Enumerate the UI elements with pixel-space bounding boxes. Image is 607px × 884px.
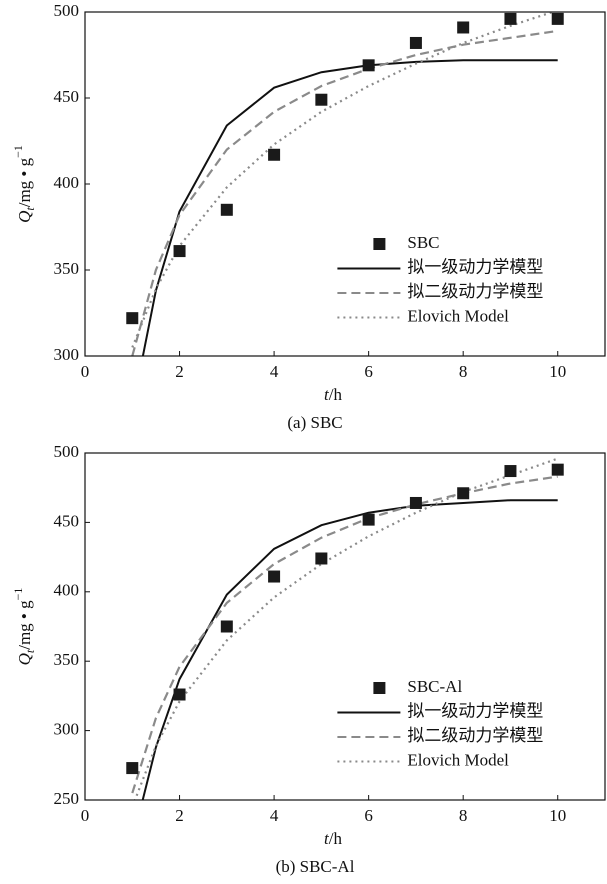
plot-area [131, 12, 558, 356]
data-point [315, 93, 328, 106]
data-point [457, 487, 470, 500]
x-tick-label: 8 [459, 362, 468, 381]
chart: 250 300 350 400 450 500 0 2 4 6 8 10 SBC-Al 拟一级动力学模型拟… [11, 442, 606, 876]
caption: (b) SBC-Al [276, 857, 355, 876]
fit-curve [131, 475, 558, 794]
y-tick-label: 400 [54, 581, 80, 600]
data-point [220, 203, 233, 216]
legend-label: SBC-Al [407, 677, 462, 696]
x-axis-label: t/h [324, 385, 342, 404]
fit-curve [141, 59, 558, 356]
legend-label: 拟一级动力学模型 [407, 701, 543, 720]
y-tick-label: 250 [54, 789, 80, 808]
x-tick-label: 4 [270, 362, 279, 381]
x-tick-label: 6 [364, 806, 373, 825]
y-axis-label: Qt/mg • g−1 [11, 588, 37, 666]
data-point [551, 12, 564, 25]
x-tick-label: 10 [549, 362, 566, 381]
y-label-subscript: t [23, 207, 37, 211]
legend-label: SBC [407, 233, 439, 252]
y-tick-label: 300 [54, 720, 80, 739]
x-label-symbol: t [324, 385, 330, 404]
y-tick-label: 350 [54, 650, 80, 669]
fit-curve [131, 29, 558, 356]
data-point [362, 59, 375, 72]
x-label-symbol: t [324, 829, 330, 848]
data-point [362, 513, 375, 526]
legend-marker [373, 682, 386, 694]
y-label-unit: /mg • g [15, 600, 34, 650]
data-point [220, 620, 233, 633]
data-point [173, 688, 186, 701]
x-label-unit: /h [329, 385, 343, 404]
data-point [409, 36, 422, 49]
data-point [126, 762, 139, 775]
y-tick-label: 300 [54, 345, 80, 364]
data-point [504, 465, 517, 478]
y-label-superscript: −1 [11, 145, 25, 158]
data-point [504, 12, 517, 25]
y-label-unit: /mg • g [15, 157, 34, 207]
y-label-subscript: t [23, 649, 37, 653]
legend-label: Elovich Model [407, 750, 509, 769]
x-tick-label: 2 [175, 806, 184, 825]
y-tick-label: 500 [54, 442, 80, 461]
plot-frame [84, 11, 606, 357]
x-tick-label: 6 [364, 362, 373, 381]
x-tick-label: 2 [175, 362, 184, 381]
x-tick-label: 4 [270, 806, 279, 825]
data-point [173, 245, 186, 258]
legend-label: Elovich Model [407, 306, 509, 325]
x-tick-label: 0 [81, 806, 90, 825]
data-point [457, 21, 470, 34]
x-tick-label: 10 [549, 806, 566, 825]
y-tick-label: 350 [54, 259, 80, 278]
x-tick-label: 8 [459, 806, 468, 825]
plot-area [131, 457, 559, 800]
data-point [268, 570, 281, 583]
x-label-unit: /h [329, 829, 343, 848]
legend-label: 拟二级动力学模型 [407, 726, 543, 745]
fit-curve [141, 499, 558, 800]
y-label-symbol: Q [15, 211, 34, 223]
x-axis-label: t/h [324, 829, 342, 848]
caption: (a) SBC [287, 413, 342, 432]
data-point [315, 552, 328, 565]
y-axis-label: Qt/mg • g−1 [11, 145, 37, 223]
y-label-superscript: −1 [11, 588, 25, 601]
plot-frame [84, 452, 606, 801]
y-tick-label: 450 [54, 87, 80, 106]
data-point [409, 496, 422, 509]
data-point [126, 312, 139, 325]
data-point [268, 148, 281, 161]
data-point [551, 463, 564, 476]
y-tick-label: 450 [54, 511, 80, 530]
y-label-symbol: Q [15, 653, 34, 665]
legend-marker [373, 238, 386, 250]
y-tick-label: 400 [54, 173, 80, 192]
x-tick-label: 0 [81, 362, 90, 381]
chart: 300 350 400 450 500 0 2 4 6 8 10 SBC 拟一级动力学模型拟二级动力学模… [11, 1, 606, 432]
legend-label: 拟二级动力学模型 [407, 282, 543, 301]
y-tick-label: 500 [54, 1, 80, 20]
legend-label: 拟一级动力学模型 [407, 257, 543, 276]
